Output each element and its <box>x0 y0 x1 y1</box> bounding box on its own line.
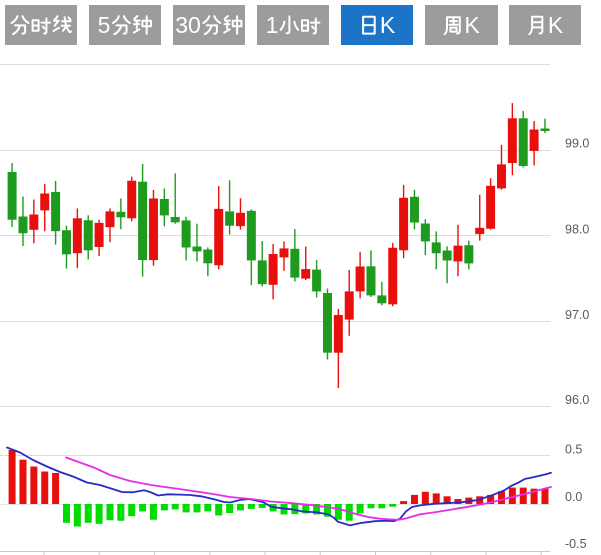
svg-text:30: 30 <box>175 12 201 38</box>
svg-text:97.0: 97.0 <box>565 308 589 322</box>
svg-text:99.0: 99.0 <box>565 137 589 151</box>
svg-text:0.5: 0.5 <box>565 443 582 457</box>
svg-text:K: K <box>548 12 564 38</box>
svg-text:5: 5 <box>98 12 111 38</box>
svg-text:K: K <box>464 12 480 38</box>
svg-text:98.0: 98.0 <box>565 222 589 236</box>
svg-text:0.0: 0.0 <box>565 490 582 504</box>
svg-text:1: 1 <box>266 12 279 38</box>
svg-text:-0.5: -0.5 <box>565 537 587 551</box>
svg-text:K: K <box>380 12 396 38</box>
svg-text:96.0: 96.0 <box>565 393 589 407</box>
